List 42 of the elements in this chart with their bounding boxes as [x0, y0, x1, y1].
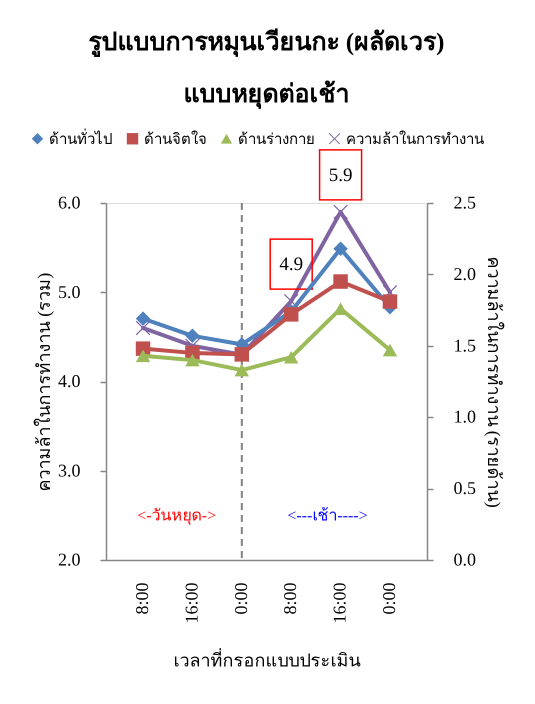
x-tick-label: 0:00: [230, 582, 251, 615]
y-axis-title: ความล้าในการทำงาน (รวม): [33, 272, 54, 492]
legend-label: ความล้าในการทำงาน: [346, 130, 484, 148]
point: [185, 328, 200, 344]
x-tick-label: 16:00: [181, 582, 202, 624]
point: [382, 294, 398, 309]
legend-label: ด้านทั่วไป: [49, 128, 113, 148]
data-label: 5.9: [328, 164, 352, 186]
y2-tick-label: 1.5: [454, 335, 476, 356]
annotation: <-วันหยุด->: [137, 507, 216, 526]
x-axis-title: เวลาที่กรอกแบบประเมิน: [174, 648, 360, 670]
point: [284, 307, 298, 322]
y2-tick-label: 0.0: [454, 550, 476, 570]
chart-title: รูปแบบการหมุนเวียนกะ (ผลัดเวร): [88, 28, 444, 58]
point: [234, 364, 250, 376]
legend-label: ด้านจิตใจ: [144, 130, 207, 148]
y2-tick-label: 2.5: [454, 192, 476, 212]
point: [382, 344, 398, 356]
y2-axis-title: ความล้าในการทำงาน (รายด้าน): [484, 256, 505, 508]
x-tick-label: 8:00: [132, 582, 152, 615]
y-tick-label: 3.0: [58, 460, 80, 480]
point: [333, 274, 348, 289]
point: [136, 311, 150, 326]
legend-label: ด้านร่างกาย: [238, 130, 315, 148]
point: [284, 350, 298, 364]
point: [333, 204, 348, 220]
x-tick-label: 0:00: [378, 582, 399, 615]
x-tick-label: 16:00: [330, 582, 350, 624]
y2-tick-label: 0.5: [454, 478, 476, 498]
y2-tick-label: 1.0: [454, 406, 476, 427]
y-tick-label: 2.0: [58, 550, 80, 570]
y-tick-label: 5.0: [58, 282, 80, 302]
y2-tick-label: 2.0: [454, 264, 476, 284]
y-tick-label: 6.0: [58, 192, 80, 212]
point: [136, 350, 150, 362]
annotation: <---เช้า---->: [287, 506, 368, 524]
point: [185, 354, 200, 366]
x-tick-label: 8:00: [280, 582, 300, 615]
data-label: 4.9: [279, 254, 304, 276]
chart-subtitle: แบบหยุดต่อเช้า: [184, 80, 350, 110]
point: [333, 241, 348, 256]
y-tick-label: 4.0: [58, 371, 80, 391]
